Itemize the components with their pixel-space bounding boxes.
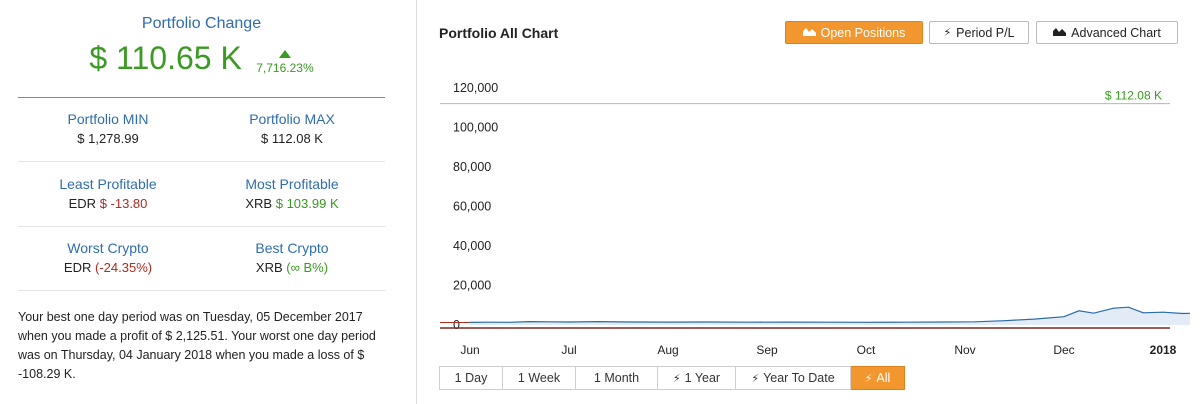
range-all-button[interactable]: ⚡ All (851, 366, 905, 390)
worst-crypto-stat: Worst Crypto EDR (-24.35%) (16, 240, 200, 276)
advanced-chart-button[interactable]: Advanced Chart (1036, 21, 1178, 44)
stat-label: Most Profitable (245, 176, 339, 192)
panel-divider (416, 0, 417, 404)
divider (18, 290, 385, 291)
y-tick-label: 60,000 (453, 200, 491, 214)
range-year-to-date-button[interactable]: ⚡ Year To Date (736, 366, 851, 390)
stat-amount: $ -13.80 (99, 196, 148, 211)
portfolio-change-title: Portfolio Change (141, 15, 262, 32)
stat-value: $ 1,278.99 (77, 131, 139, 146)
x-tick-label: Jul (561, 343, 576, 357)
stat-amount: (-24.35%) (95, 260, 153, 275)
triangle-up-icon (278, 50, 291, 58)
chart-title: Portfolio All Chart (439, 25, 559, 41)
portfolio-max-stat: Portfolio MAX $ 112.08 K (200, 111, 384, 147)
y-tick-label: 120,000 (453, 81, 498, 95)
performance-summary-text: Your best one day period was on Tuesday,… (18, 310, 376, 381)
portfolio-min-stat: Portfolio MIN $ 1,278.99 (16, 111, 200, 147)
range-selector: 1 Day 1 Week 1 Month ⚡ 1 Year ⚡ Year To … (439, 366, 905, 390)
x-tick-label: Sep (756, 343, 778, 357)
divider (18, 226, 385, 227)
button-label: Open Positions (820, 25, 906, 40)
stat-label: Worst Crypto (67, 240, 149, 256)
range-label: 1 Week (517, 371, 561, 385)
period-pl-button[interactable]: ⚡ Period P/L (929, 21, 1029, 44)
x-tick-label: Aug (657, 343, 678, 357)
stat-symbol: EDR (63, 260, 92, 275)
range-1-day-button[interactable]: 1 Day (439, 366, 503, 390)
stat-amount: $ 103.99 K (275, 196, 339, 211)
divider (18, 97, 385, 98)
range-1-week-button[interactable]: 1 Week (503, 366, 576, 390)
stat-amount: (∞ B%) (286, 260, 329, 275)
stat-value: XRB (∞ B%) (200, 260, 384, 276)
range-label: 1 Month (593, 371, 640, 385)
y-tick-label: 40,000 (453, 239, 491, 253)
lightning-icon: ⚡ (864, 372, 873, 385)
range-1-month-button[interactable]: 1 Month (576, 366, 658, 390)
portfolio-change-percent: 7,716.23% (256, 61, 314, 75)
range-label: 1 Day (454, 371, 488, 385)
x-tick-label: 2018 (1150, 343, 1177, 357)
lightning-icon: ⚡ (943, 27, 952, 39)
button-label: Period P/L (956, 25, 1015, 40)
stat-value: XRB $ 103.99 K (200, 196, 384, 212)
portfolio-change-value: $ 110.65 K (89, 40, 242, 76)
stat-value: $ 112.08 K (261, 131, 323, 146)
range-label: Year To Date (763, 371, 835, 385)
portfolio-area-chart: 120,000100,00080,00060,00040,00020,0000J… (440, 81, 1190, 357)
y-tick-label: 80,000 (453, 160, 491, 174)
least-profitable-stat: Least Profitable EDR $ -13.80 (16, 176, 200, 212)
max-value-label: $ 112.08 K (1105, 89, 1162, 103)
stat-value: EDR (-24.35%) (16, 260, 200, 276)
y-tick-label: 100,000 (453, 121, 498, 135)
stat-label: Least Profitable (59, 176, 157, 192)
series-line (469, 306, 1190, 323)
portfolio-change-percent-block: 7,716.23% (256, 50, 314, 75)
range-label: All (876, 371, 891, 385)
series-area (470, 307, 1190, 325)
portfolio-summary-panel: Portfolio Change $ 110.65 K 7,716.23% Po… (0, 0, 403, 404)
stat-symbol: XRB (245, 196, 273, 211)
open-positions-button[interactable]: Open Positions (785, 21, 923, 44)
x-tick-label: Dec (1053, 343, 1074, 357)
best-crypto-stat: Best Crypto XRB (∞ B%) (200, 240, 384, 276)
x-tick-label: Oct (857, 343, 876, 357)
lightning-icon: ⚡ (672, 372, 681, 385)
x-tick-label: Jun (460, 343, 479, 357)
range-1-year-button[interactable]: ⚡ 1 Year (658, 366, 736, 390)
most-profitable-stat: Most Profitable XRB $ 103.99 K (200, 176, 384, 212)
y-tick-label: 20,000 (453, 279, 491, 293)
button-label: Advanced Chart (1071, 25, 1161, 40)
stat-symbol: EDR (68, 196, 97, 211)
stat-symbol: XRB (255, 260, 283, 275)
divider (18, 161, 385, 162)
lightning-icon: ⚡ (751, 372, 760, 385)
stat-label: Best Crypto (255, 240, 329, 256)
portfolio-change-row: $ 110.65 K 7,716.23% (0, 40, 403, 77)
area-chart-icon (1053, 26, 1067, 39)
y-tick-label: 0 (453, 318, 460, 332)
stat-label: Portfolio MIN (67, 111, 149, 127)
stat-label: Portfolio MAX (249, 111, 335, 127)
x-tick-label: Nov (954, 343, 975, 357)
range-label: 1 Year (684, 371, 721, 385)
stat-value: EDR $ -13.80 (16, 196, 200, 212)
area-chart-icon (802, 26, 816, 39)
